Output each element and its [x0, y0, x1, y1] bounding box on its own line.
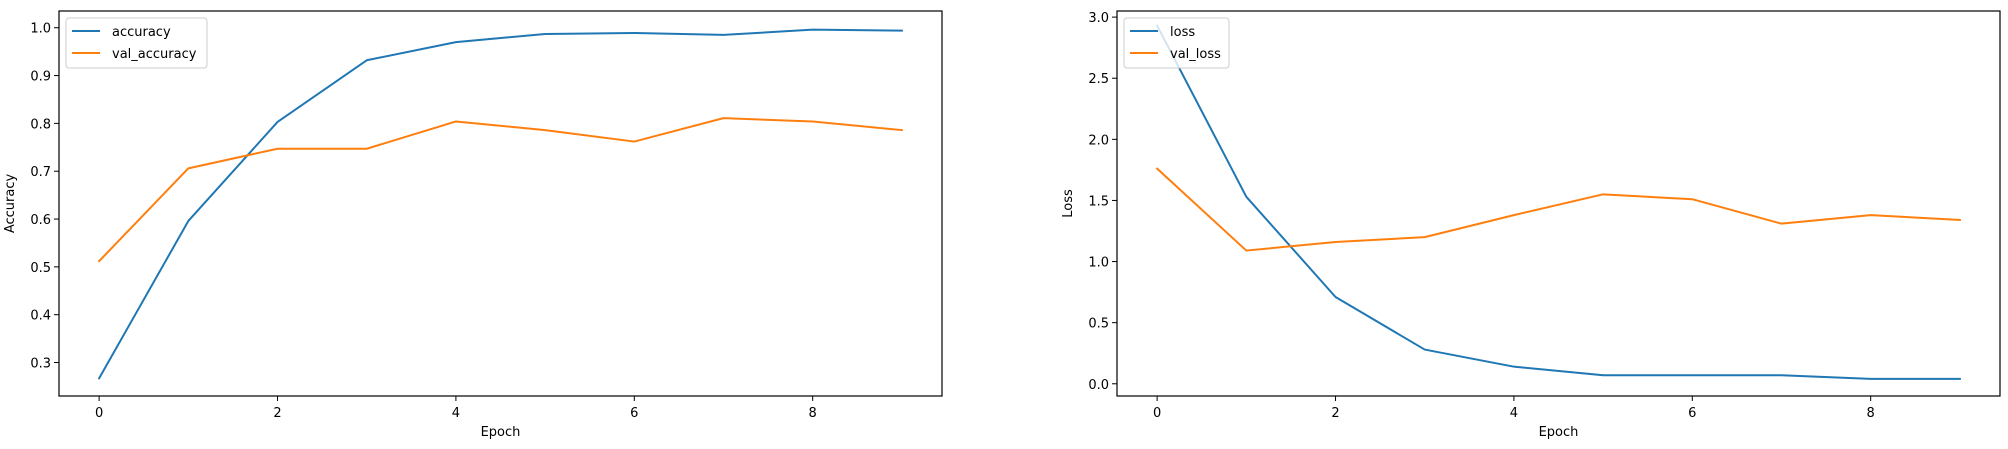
x-tick-label: 0 — [1153, 406, 1161, 421]
legend-box — [65, 17, 208, 69]
y-tick-label: 1.0 — [1088, 256, 1109, 271]
y-tick-label: 0.3 — [30, 357, 51, 372]
legend: accuracy val_accuracy — [65, 17, 208, 69]
legend-label-val-loss: val_loss — [1170, 47, 1221, 62]
series-line-val-accuracy — [97, 117, 903, 263]
x-tick-label: 6 — [630, 406, 638, 421]
loss-chart: 0 2 4 6 8 0.0 0.5 1.0 1.5 2.0 2.5 3.0 Epoch Loss loss v… — [1061, 10, 2001, 440]
y-tick-label: 3.0 — [1088, 11, 1109, 26]
y-tick-label: 0.0 — [1088, 378, 1109, 393]
plot-frame — [1116, 10, 2001, 397]
x-tick-label: 2 — [273, 406, 281, 421]
x-tick-label: 8 — [1867, 406, 1875, 421]
legend-label-accuracy: accuracy — [112, 25, 171, 40]
x-tick-label: 4 — [452, 406, 460, 421]
legend-label-val-accuracy: val_accuracy — [112, 47, 197, 62]
y-tick-label: 0.5 — [30, 261, 51, 276]
y-tick-label: 0.8 — [30, 117, 51, 132]
y-tick-label: 0.9 — [30, 70, 51, 85]
y-tick-label: 0.7 — [30, 165, 51, 180]
plot-frame — [58, 10, 943, 397]
series-line-accuracy — [97, 28, 903, 380]
y-tick-label: 0.6 — [30, 213, 51, 228]
y-tick-label: 2.5 — [1088, 72, 1109, 87]
y-tick-label: 0.4 — [30, 309, 51, 324]
series-line-val-loss — [1155, 167, 1961, 252]
accuracy-chart: 0 2 4 6 8 0.3 0.4 0.5 0.6 0.7 0.8 0.9 1.0 Epoch Accura… — [3, 10, 943, 440]
x-tick-label: 8 — [809, 406, 817, 421]
x-tick-label: 2 — [1331, 406, 1339, 421]
legend-label-loss: loss — [1170, 25, 1195, 40]
y-axis-label: Accuracy — [3, 174, 18, 234]
legend: loss val_loss — [1123, 17, 1230, 69]
y-tick-label: 0.5 — [1088, 317, 1109, 332]
x-tick-label: 4 — [1510, 406, 1518, 421]
y-tick-label: 1.5 — [1088, 194, 1109, 209]
x-tick-label: 6 — [1688, 406, 1696, 421]
y-axis-label: Loss — [1061, 189, 1076, 218]
x-axis-label: Epoch — [481, 425, 521, 440]
x-tick-label: 0 — [95, 406, 103, 421]
x-axis-label: Epoch — [1539, 425, 1579, 440]
y-tick-label: 2.0 — [1088, 133, 1109, 148]
y-tick-label: 1.0 — [30, 22, 51, 37]
